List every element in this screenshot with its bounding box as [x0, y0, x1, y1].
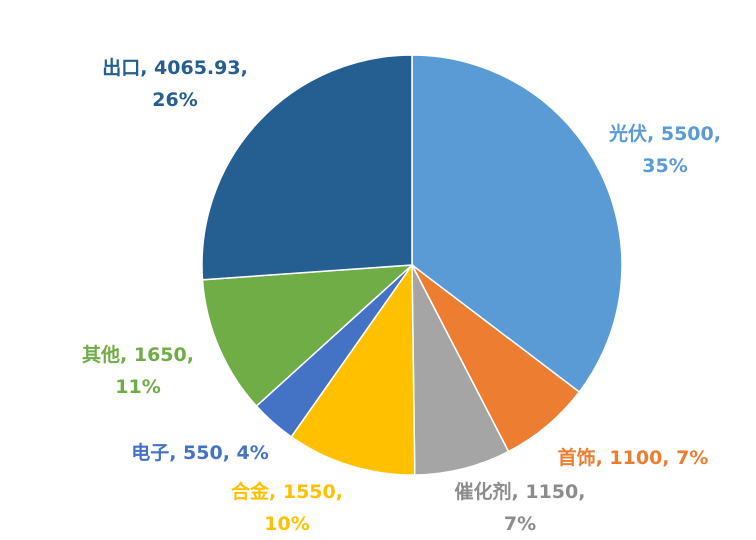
data-label: 催化剂, 1150, 7%: [454, 481, 586, 535]
data-label: 首饰, 1100, 7%: [557, 447, 709, 469]
pie-slice: [411, 54, 623, 394]
data-label: 其他, 1650, 11%: [82, 344, 194, 398]
data-label: 光伏, 5500, 35%: [609, 123, 721, 177]
pie-slice: [201, 54, 413, 281]
data-label: 出口, 4065.93, 26%: [102, 57, 248, 111]
pie-slice: [411, 264, 510, 476]
pie-slice: [201, 264, 415, 408]
data-label: 电子, 550, 4%: [131, 442, 269, 464]
pie-slice: [290, 262, 416, 476]
data-label: 合金, 1550, 10%: [231, 481, 343, 535]
